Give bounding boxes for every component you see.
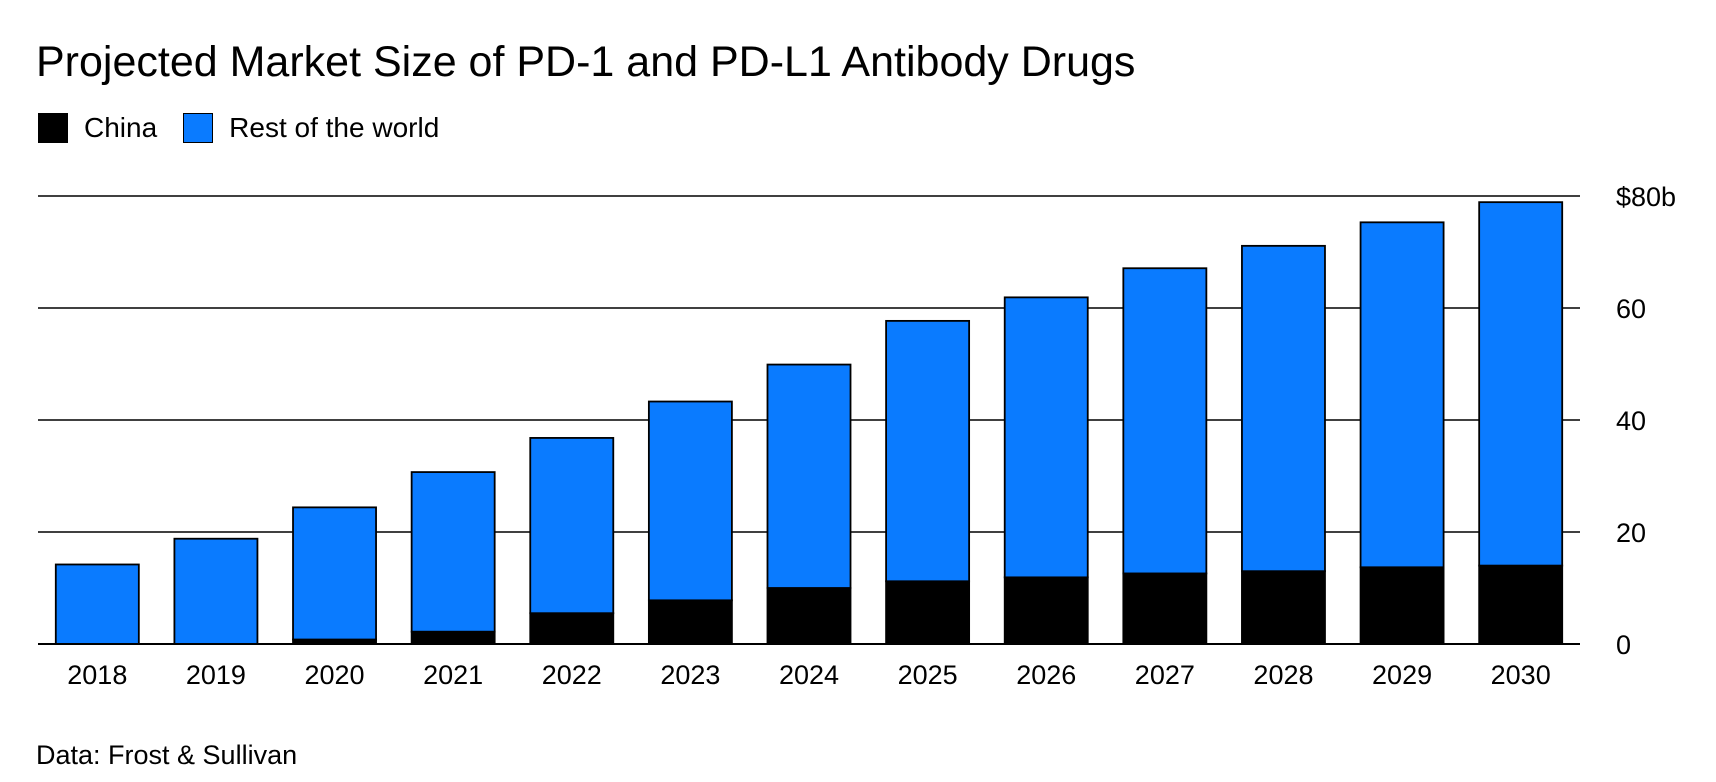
legend-item-rest-of-world: Rest of the world: [183, 112, 439, 144]
x-tick-label: 2029: [1372, 660, 1432, 690]
bar-rest-of-world: [173, 537, 259, 645]
bar-rest-of-world: [647, 400, 733, 602]
x-tick-label: 2026: [1016, 660, 1076, 690]
chart-title: Projected Market Size of PD-1 and PD-L1 …: [36, 38, 1136, 86]
x-tick-label: 2020: [304, 660, 364, 690]
bar-rest-of-world: [766, 363, 852, 589]
bar-china: [1478, 564, 1564, 645]
bar-rest-of-world: [292, 506, 377, 641]
legend-label-china: China: [84, 112, 158, 143]
x-tick-label: 2027: [1135, 660, 1195, 690]
x-tick-label: 2028: [1253, 660, 1313, 690]
y-tick-label: 0: [1616, 630, 1631, 660]
source-note: Data: Frost & Sullivan: [36, 740, 298, 770]
bar-china: [529, 612, 615, 645]
bar-rest-of-world: [1241, 244, 1326, 573]
bar-rest-of-world: [1359, 221, 1445, 569]
legend-swatch-rest-of-world: [183, 113, 214, 143]
bar-rest-of-world: [1122, 267, 1208, 575]
bar-china: [766, 587, 852, 645]
legend-item-china: China: [38, 112, 157, 144]
bar-china: [885, 580, 971, 645]
bar-china: [647, 599, 733, 645]
x-tick-label: 2030: [1491, 660, 1551, 690]
bar-china: [410, 630, 496, 645]
y-tick-label: 40: [1616, 406, 1646, 436]
bar-china: [1241, 570, 1326, 645]
bar-rest-of-world: [529, 437, 615, 615]
x-tick-label: 2019: [186, 660, 246, 690]
bar-rest-of-world: [1003, 296, 1089, 579]
bar-rest-of-world: [54, 563, 140, 645]
legend: China Rest of the world: [38, 112, 465, 144]
x-tick-label: 2024: [779, 660, 839, 690]
x-tick-label: 2021: [423, 660, 483, 690]
bar-rest-of-world: [885, 319, 971, 583]
y-tick-label: 20: [1616, 518, 1646, 548]
legend-swatch-china: [38, 113, 68, 143]
y-tick-label: $80b: [1616, 182, 1676, 212]
legend-label-rest-of-world: Rest of the world: [229, 112, 440, 143]
bar-china: [1122, 572, 1208, 645]
bar-china: [1359, 566, 1445, 645]
bar-rest-of-world: [1478, 201, 1564, 567]
y-tick-label: 60: [1616, 294, 1646, 324]
bar-china: [1003, 576, 1089, 645]
x-tick-label: 2022: [542, 660, 602, 690]
x-tick-label: 2023: [660, 660, 720, 690]
x-tick-label: 2018: [67, 660, 127, 690]
x-tick-label: 2025: [898, 660, 958, 690]
bar-rest-of-world: [410, 471, 496, 633]
